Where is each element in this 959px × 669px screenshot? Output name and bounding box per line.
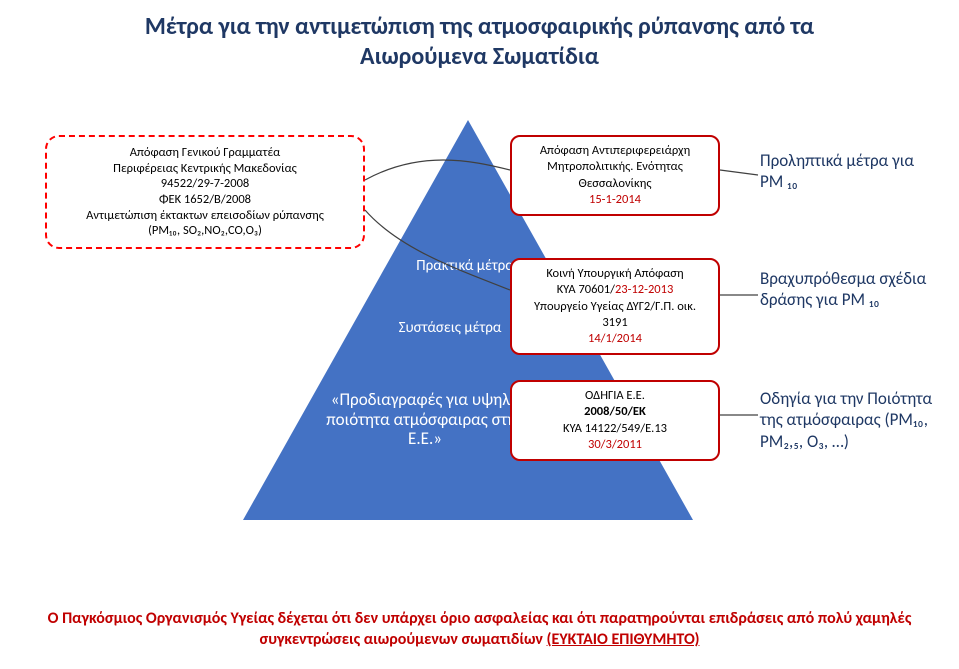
r2-l1: Κοινή Υπουργική Απόφαση <box>520 266 710 282</box>
r2-l3: Υπουργείο Υγείας ΔΥΓ2/Γ.Π. οικ. 3191 <box>520 299 710 332</box>
r2-l2: ΚΥΑ 70601/23-12-2013 <box>520 282 710 298</box>
pyramid-label-mid: Συστάσεις μέτρα <box>375 320 525 337</box>
r2-l2a: ΚΥΑ 70601/ <box>557 282 615 297</box>
r1-l2: Μητροπολιτικής. Ενότητας Θεσσαλονίκης <box>520 159 710 192</box>
pyramid-label-bot: «Προδιαγραφές για υψηλή ποιότητα ατμόσφα… <box>310 390 540 449</box>
left-box-l6: (PM₁₀, SO₂,NO₂,CO,O₃) <box>57 223 353 239</box>
right-box-3: ΟΔΗΓΙΑ Ε.Ε. 2008/50/ΕΚ ΚΥΑ 14122/549/Ε.1… <box>510 380 720 461</box>
pyramid-label-top: Πρακτικά μέτρα <box>410 258 520 275</box>
title-line2: Αιωρούμενα Σωματίδια <box>360 42 599 71</box>
left-box-l4: ΦΕΚ 1652/Β/2008 <box>57 192 353 208</box>
footer-text: Ο Παγκόσμιος Οργανισμός Υγείας δέχεται ό… <box>30 608 929 651</box>
r3-l3: ΚΥΑ 14122/549/Ε.13 <box>520 421 710 437</box>
right-box-2: Κοινή Υπουργική Απόφαση ΚΥΑ 70601/23-12-… <box>510 258 720 355</box>
r3-l1: ΟΔΗΓΙΑ Ε.Ε. <box>520 388 710 404</box>
footer-part2: (ΕΥΚΤΑΙΟ ΕΠΙΘΥΜΗΤΟ) <box>547 630 700 649</box>
r3-l2: 2008/50/ΕΚ <box>520 404 710 420</box>
right-label-3: Οδηγία για την Ποιότητα της ατμόσφαιρας … <box>760 388 940 452</box>
right-box-1: Απόφαση Αντιπεριφερειάρχη Μητροπολιτικής… <box>510 135 720 216</box>
r2-date: 14/1/2014 <box>520 331 710 347</box>
left-box-l1: Απόφαση Γενικού Γραμματέα <box>57 145 353 161</box>
left-decision-box: Απόφαση Γενικού Γραμματέα Περιφέρειας Κε… <box>45 135 365 249</box>
r1-l1: Απόφαση Αντιπεριφερειάρχη <box>520 143 710 159</box>
conn-r1-to-rl1 <box>720 170 758 175</box>
footer-part1: Ο Παγκόσμιος Οργανισμός Υγείας δέχεται ό… <box>48 609 912 650</box>
title-line1: Μέτρα για την αντιμετώπιση της ατμοσφαιρ… <box>145 12 814 41</box>
r2-l2b: 23-12-2013 <box>615 282 673 297</box>
r1-date: 15-1-2014 <box>520 192 710 208</box>
r3-date: 30/3/2011 <box>520 437 710 453</box>
right-label-1: Προληπτικά μέτρα για PM ₁₀ <box>760 150 930 193</box>
left-box-l2: Περιφέρειας Κεντρικής Μακεδονίας <box>57 161 353 177</box>
slide-title: Μέτρα για την αντιμετώπιση της ατμοσφαιρ… <box>0 0 959 72</box>
left-box-l3: 94522/29-7-2008 <box>57 176 353 192</box>
right-label-2: Βραχυπρόθεσμα σχέδια δράσης για PM ₁₀ <box>760 268 930 311</box>
left-box-l5: Αντιμετώπιση έκτακτων επεισοδίων ρύπανση… <box>57 208 353 224</box>
